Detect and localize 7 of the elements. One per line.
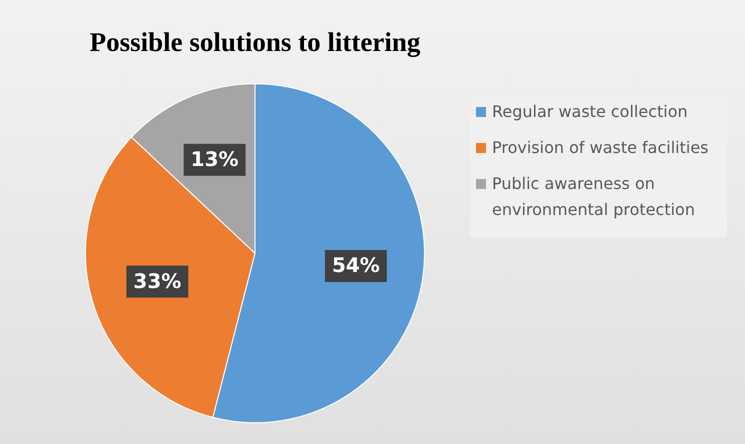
legend-label: Provision of waste facilities bbox=[492, 137, 708, 159]
legend-label: Public awareness on environmental protection bbox=[492, 173, 696, 221]
data-label: 54% bbox=[332, 253, 380, 278]
data-label: 13% bbox=[190, 147, 239, 172]
data-label: 33% bbox=[133, 268, 182, 293]
legend-label: Regular waste collection bbox=[492, 101, 688, 123]
chart-title: Possible solutions to littering bbox=[90, 27, 421, 58]
